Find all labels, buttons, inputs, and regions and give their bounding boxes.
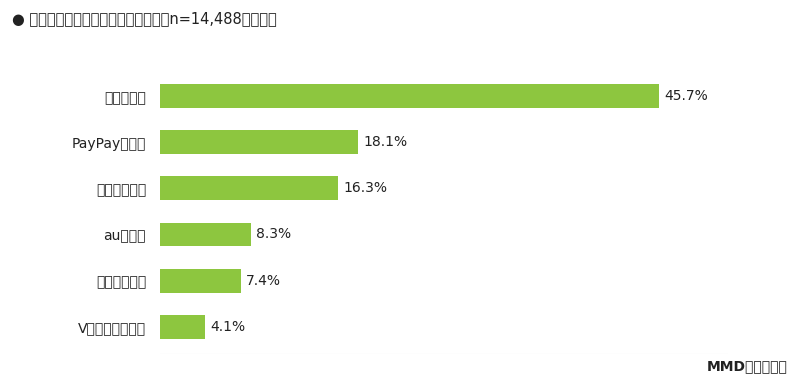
Bar (160, 269, 241, 293)
Bar (160, 223, 250, 247)
Bar (160, 176, 338, 200)
Text: MMD研究所調べ: MMD研究所調べ (707, 359, 788, 373)
Bar (160, 84, 659, 108)
Text: 8.3%: 8.3% (256, 227, 291, 242)
Bar (160, 315, 205, 339)
Text: ● 最も意識しているポイント経済圏（n=14,488、単数）: ● 最も意識しているポイント経済圏（n=14,488、単数） (12, 11, 277, 26)
Bar (160, 130, 358, 154)
Text: 7.4%: 7.4% (246, 274, 282, 288)
Text: 45.7%: 45.7% (665, 89, 708, 103)
Text: 4.1%: 4.1% (210, 320, 246, 334)
Text: 16.3%: 16.3% (343, 181, 387, 195)
Text: 18.1%: 18.1% (363, 135, 407, 149)
